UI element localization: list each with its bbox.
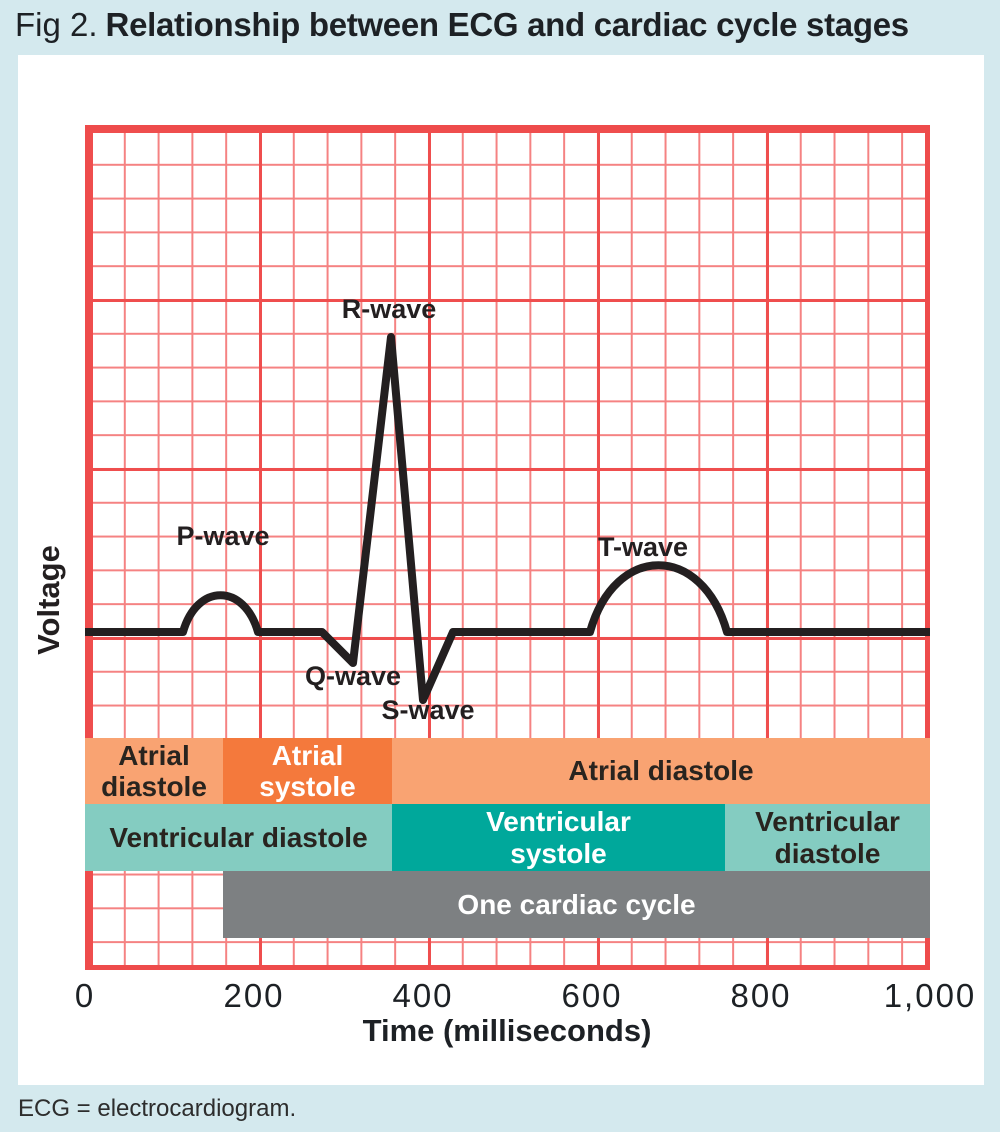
r-wave-label: R-wave [341,294,437,324]
band-one-cardiac-cycle: One cardiac cycle [223,871,930,938]
band-atrial-systole: Atrial systole [223,738,392,804]
band-ventricular-systole: Ventricular systole [392,804,725,871]
ecg-waveform [85,333,930,704]
band-label: Atrial diastole [101,739,207,802]
band-label: One cardiac cycle [457,888,696,920]
x-tick-200: 200 [223,977,285,1014]
x-tick-400: 400 [392,977,454,1014]
band-atrial-diastole-2: Atrial diastole [392,738,930,804]
band-label: Atrial diastole [568,755,754,787]
x-tick-0: 0 [74,977,96,1014]
x-tick-1000: 1,000 [883,977,977,1014]
band-label: Ventricular diastole [755,806,900,869]
band-ventricular-diastole-2: Ventricular diastole [725,804,930,871]
band-atrial-diastole-1: Atrial diastole [85,738,223,804]
x-axis-label: Time (milliseconds) [362,1013,652,1048]
q-wave-label: Q-wave [304,661,402,691]
t-wave-label: T-wave [597,532,689,562]
x-tick-800: 800 [730,977,792,1014]
band-label: Ventricular systole [486,806,631,869]
s-wave-label: S-wave [381,695,475,725]
band-label: Ventricular diastole [109,821,368,853]
figure-number: Fig 2. [15,6,98,43]
band-label: Atrial systole [259,739,356,802]
y-axis-label: Voltage [31,545,66,655]
x-tick-600: 600 [561,977,623,1014]
figure-title-text: Relationship between ECG and cardiac cyc… [105,6,910,43]
figure-footnote: ECG = electrocardiogram. [18,1095,297,1122]
ecg-trace-path [85,333,930,704]
figure-title: Fig 2. Relationship between ECG and cardi… [15,6,909,44]
p-wave-label: P-wave [176,521,270,551]
band-ventricular-diastole-1: Ventricular diastole [85,804,392,871]
